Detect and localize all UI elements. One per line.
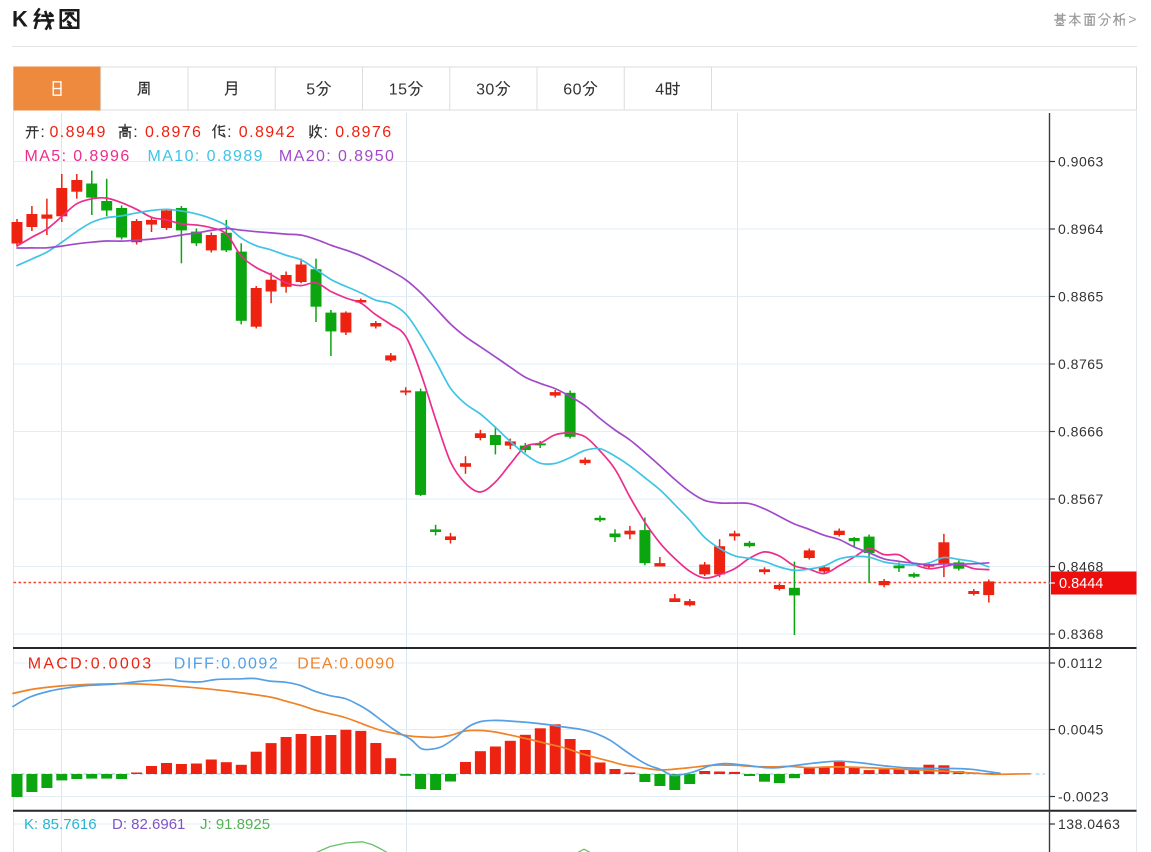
svg-text:0.8468: 0.8468 — [1058, 558, 1104, 574]
svg-text:>: > — [1128, 11, 1136, 27]
svg-text:0.9063: 0.9063 — [1058, 153, 1104, 169]
svg-text:0.8976: 0.8976 — [145, 124, 202, 141]
svg-text:MA5: 0.8996: MA5: 0.8996 — [25, 148, 131, 165]
svg-text:DIFF:0.0092: DIFF:0.0092 — [174, 656, 279, 673]
svg-text:4: 4 — [655, 82, 664, 99]
svg-text:0.0045: 0.0045 — [1058, 721, 1104, 737]
svg-text:0.8865: 0.8865 — [1058, 288, 1104, 304]
svg-text:3: 3 — [476, 82, 485, 99]
svg-text:0: 0 — [573, 82, 582, 99]
svg-text:MA20: 0.8950: MA20: 0.8950 — [279, 148, 395, 165]
svg-text:0.8976: 0.8976 — [335, 124, 392, 141]
svg-text:-0.0023: -0.0023 — [1058, 788, 1109, 804]
svg-text:MACD:0.0003: MACD:0.0003 — [28, 656, 154, 673]
svg-text:J: 91.8925: J: 91.8925 — [200, 816, 270, 833]
svg-text:0.8567: 0.8567 — [1058, 491, 1104, 507]
svg-text:MA10: 0.8989: MA10: 0.8989 — [148, 148, 264, 165]
svg-text:5: 5 — [398, 82, 407, 99]
svg-text:0.8666: 0.8666 — [1058, 423, 1104, 439]
svg-text::: : — [227, 124, 231, 141]
svg-text:D: 82.6961: D: 82.6961 — [112, 816, 185, 833]
svg-text:138.0463: 138.0463 — [1058, 816, 1120, 832]
svg-text::: : — [324, 124, 328, 141]
svg-text:0.8368: 0.8368 — [1058, 626, 1104, 642]
svg-text:K: K — [12, 7, 28, 32]
svg-text:0.8765: 0.8765 — [1058, 356, 1104, 372]
svg-text::: : — [133, 124, 137, 141]
svg-text:6: 6 — [563, 82, 572, 99]
svg-text:0.8444: 0.8444 — [1059, 576, 1103, 592]
svg-text::: : — [40, 124, 44, 141]
svg-text:1: 1 — [389, 82, 398, 99]
svg-text:0.8942: 0.8942 — [239, 124, 296, 141]
svg-text:K: 85.7616: K: 85.7616 — [24, 816, 97, 833]
svg-text:0: 0 — [485, 82, 494, 99]
svg-text:0.8964: 0.8964 — [1058, 221, 1104, 237]
svg-text:0.0112: 0.0112 — [1058, 655, 1103, 671]
svg-text:DEA:0.0090: DEA:0.0090 — [297, 656, 395, 673]
svg-text:0.8949: 0.8949 — [50, 124, 107, 141]
svg-text:5: 5 — [306, 82, 315, 99]
